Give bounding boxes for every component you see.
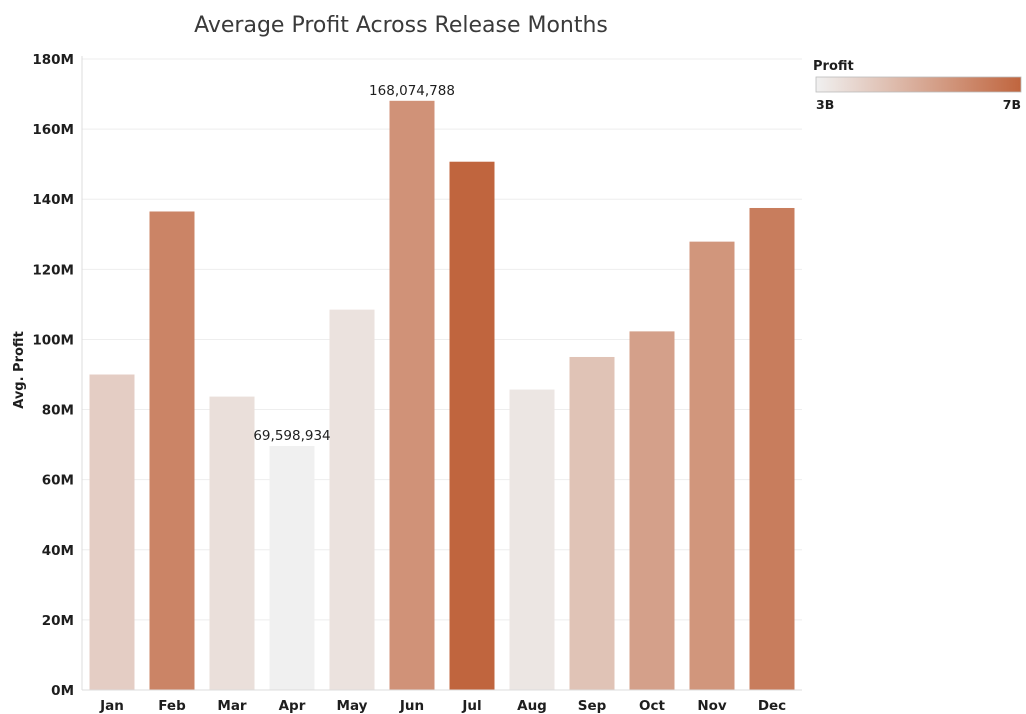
bar-jul [449, 161, 495, 691]
bar-mar [209, 396, 255, 690]
x-tick-label: Jan [99, 698, 124, 714]
x-axis-ticks: Jan Feb Mar Apr May Jun Jul Aug Sep Oct Nov Dec [99, 698, 786, 714]
x-tick-label: Sep [578, 698, 607, 714]
x-tick-label: Nov [697, 698, 727, 714]
y-axis-title: Avg. Profit [12, 331, 27, 409]
x-tick-label: Oct [639, 698, 665, 714]
chart-title: Average Profit Across Release Months [194, 13, 608, 38]
legend-title: Profit [813, 59, 854, 74]
x-tick-label: Apr [279, 698, 306, 714]
y-tick-label: 20M [42, 613, 74, 629]
y-tick-label: 160M [32, 122, 74, 138]
legend-gradient-bar [815, 76, 1022, 93]
bar-aug [509, 389, 555, 690]
x-tick-label: Jun [399, 698, 424, 714]
bar-feb [149, 211, 195, 690]
y-tick-label: 100M [32, 332, 74, 348]
bar-sep [569, 356, 615, 690]
bar-jun [389, 100, 435, 690]
x-tick-label: Aug [517, 698, 547, 714]
x-tick-label: Dec [758, 698, 786, 714]
y-tick-label: 120M [32, 262, 74, 278]
gridlines [82, 58, 802, 621]
data-label: 69,598,934 [253, 428, 330, 444]
y-axis-ticks: 0M 20M 40M 60M 80M 100M 120M 140M 160M 180M [32, 52, 74, 699]
y-tick-label: 140M [32, 192, 74, 208]
legend-min-label: 3B [816, 97, 834, 112]
bar-may [329, 309, 375, 690]
y-tick-label: 180M [32, 52, 74, 68]
bar-dec [749, 207, 795, 690]
x-tick-label: Mar [217, 698, 247, 714]
bar-oct [629, 331, 675, 690]
x-tick-label: Feb [158, 698, 186, 714]
data-labels: 69,598,934 168,074,788 [253, 83, 455, 444]
y-tick-label: 60M [42, 473, 74, 489]
bar-jan [89, 374, 135, 690]
data-label: 168,074,788 [369, 83, 455, 99]
bars [89, 100, 795, 691]
x-tick-label: Jul [461, 698, 481, 714]
legend-max-label: 7B [1003, 97, 1021, 112]
x-tick-label: May [337, 698, 368, 714]
y-tick-label: 0M [51, 683, 74, 699]
bar-apr [269, 446, 315, 690]
y-tick-label: 80M [42, 403, 74, 419]
y-tick-label: 40M [42, 543, 74, 559]
bar-nov [689, 241, 735, 690]
color-legend: Profit 3B 7B [813, 59, 1022, 112]
